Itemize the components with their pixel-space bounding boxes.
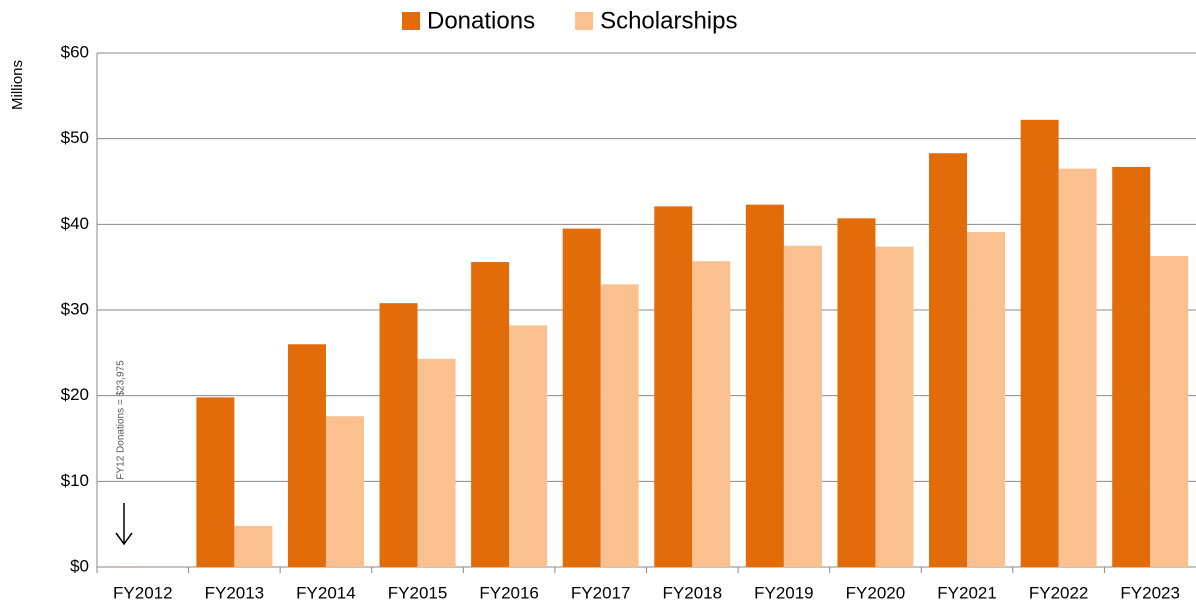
- bar: [1020, 119, 1059, 567]
- bar: [967, 232, 1006, 567]
- bar: [1150, 256, 1189, 567]
- annotation: FY12 Donations = $23,975: [116, 360, 127, 480]
- x-tick-label: FY2021: [937, 583, 997, 602]
- y-axis-label: Millions: [9, 60, 26, 110]
- x-tick-label: FY2020: [846, 583, 906, 602]
- x-tick-label: FY2019: [754, 583, 814, 602]
- bar: [509, 325, 548, 567]
- x-tick-label: FY2023: [1120, 583, 1180, 602]
- bar: [875, 246, 914, 567]
- bar: [379, 303, 418, 567]
- legend-label: Donations: [427, 7, 535, 34]
- bar: [1112, 166, 1151, 568]
- x-tick-label: FY2015: [388, 583, 448, 602]
- x-tick-label: FY2013: [205, 583, 265, 602]
- bar: [654, 206, 693, 568]
- x-tick-label: FY2012: [113, 583, 173, 602]
- bar: [325, 416, 364, 567]
- x-tick-label: FY2018: [663, 583, 723, 602]
- bar: [600, 284, 639, 567]
- y-tick-label: $10: [61, 471, 89, 490]
- y-tick-label: $40: [61, 214, 89, 233]
- y-tick-label: $50: [61, 128, 89, 147]
- bar: [562, 228, 601, 567]
- y-tick-label: $0: [70, 556, 89, 575]
- bar: [692, 261, 731, 567]
- bar: [783, 245, 822, 567]
- bar: [1058, 168, 1097, 567]
- annotation-arrow: [115, 503, 133, 546]
- y-tick-label: $60: [61, 42, 89, 61]
- x-tick-label: FY2016: [479, 583, 539, 602]
- x-tick-label: FY2014: [296, 583, 356, 602]
- x-tick-label: FY2017: [571, 583, 631, 602]
- y-tick-label: $20: [61, 385, 89, 404]
- bar: [745, 204, 784, 567]
- bar: [287, 344, 326, 567]
- legend-swatch: [402, 12, 420, 30]
- y-tick-label: $30: [61, 299, 89, 318]
- bar: [417, 358, 456, 567]
- legend-label: Scholarships: [600, 7, 737, 34]
- bar: [196, 397, 235, 567]
- legend-swatch: [575, 12, 594, 30]
- bar: [234, 525, 273, 567]
- bar: [471, 262, 510, 567]
- x-tick-label: FY2022: [1029, 583, 1089, 602]
- bar: [929, 153, 968, 568]
- bar: [837, 218, 876, 567]
